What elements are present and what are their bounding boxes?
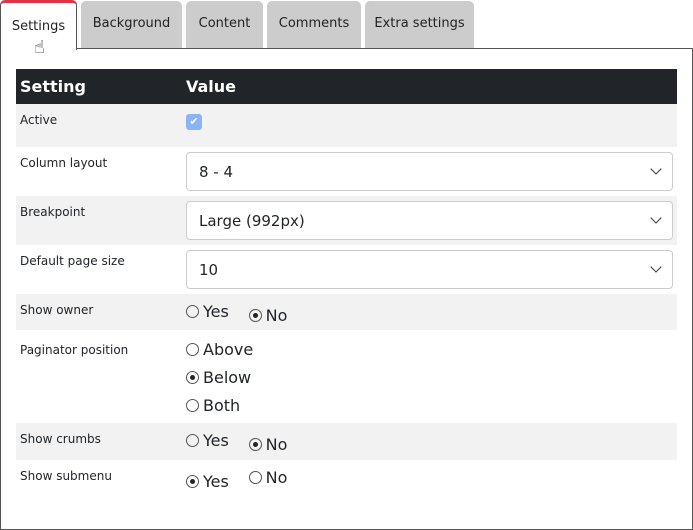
paginator-below[interactable]: Below	[186, 363, 657, 391]
show-owner-no[interactable]: No	[248, 302, 287, 328]
tab-bar: Settings Background Content Comments Ext…	[0, 0, 693, 50]
tab-extra-settings[interactable]: Extra settings	[365, 1, 474, 48]
breakpoint-value: Large (992px)	[199, 211, 305, 230]
show-submenu-yes[interactable]: Yes	[186, 468, 229, 494]
tab-settings[interactable]: Settings	[0, 0, 77, 50]
header-value: Value	[182, 69, 677, 104]
show-crumbs-no[interactable]: No	[248, 431, 287, 457]
active-label: Active	[16, 104, 182, 147]
breakpoint-label: Breakpoint	[16, 196, 182, 245]
show-owner-label: Show owner	[16, 294, 182, 330]
show-submenu-label: Show submenu	[20, 469, 112, 483]
active-checkbox[interactable]: ✔	[186, 114, 202, 130]
column-layout-label: Column layout	[20, 156, 108, 170]
chevron-down-icon	[650, 212, 662, 224]
page-size-label: Default page size	[20, 254, 125, 268]
column-layout-select[interactable]: 8 - 4	[186, 152, 673, 191]
show-owner-yes[interactable]: Yes	[186, 298, 229, 324]
show-crumbs-label: Show crumbs	[16, 423, 182, 460]
settings-table: Setting Value Active ✔ Column layout 8 - 4 …	[16, 69, 677, 497]
column-layout-value: 8 - 4	[199, 162, 234, 181]
page-size-value: 10	[199, 260, 219, 279]
header-setting: Setting	[16, 69, 182, 104]
paginator-label: Paginator position	[20, 343, 129, 357]
show-crumbs-yes[interactable]: Yes	[186, 427, 229, 453]
tab-content[interactable]: Content	[186, 1, 263, 48]
paginator-both[interactable]: Both	[186, 391, 657, 419]
chevron-down-icon	[650, 163, 662, 175]
tab-background[interactable]: Background	[81, 1, 182, 48]
hand-cursor-icon: ☝	[34, 37, 45, 58]
paginator-above[interactable]: Above	[186, 335, 657, 363]
tab-comments[interactable]: Comments	[267, 1, 361, 48]
breakpoint-select[interactable]: Large (992px)	[186, 201, 673, 240]
chevron-down-icon	[650, 261, 662, 273]
show-submenu-no[interactable]: No	[248, 464, 287, 490]
page-size-select[interactable]: 10	[186, 250, 673, 289]
